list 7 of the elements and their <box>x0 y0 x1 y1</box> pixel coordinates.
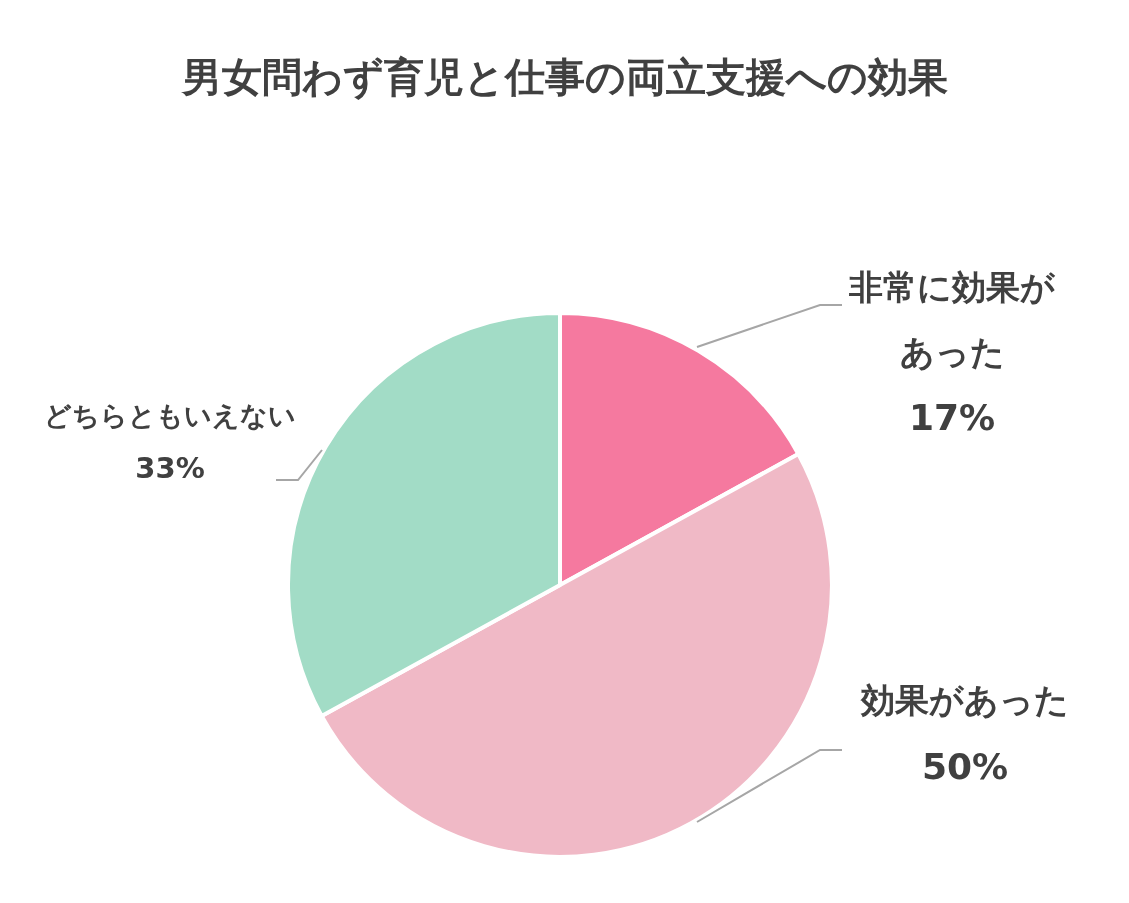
chart-title: 男女問わず育児と仕事の両立支援への効果 <box>180 53 949 102</box>
slice-label: どちらともいえない <box>43 399 297 433</box>
data-label: 33% <box>134 450 206 488</box>
slice-label: 効果があった <box>859 679 1070 722</box>
slice-label: 非常に効果があった <box>848 266 1056 374</box>
data-label: 17% <box>907 396 997 441</box>
data-label: 50% <box>920 744 1010 789</box>
